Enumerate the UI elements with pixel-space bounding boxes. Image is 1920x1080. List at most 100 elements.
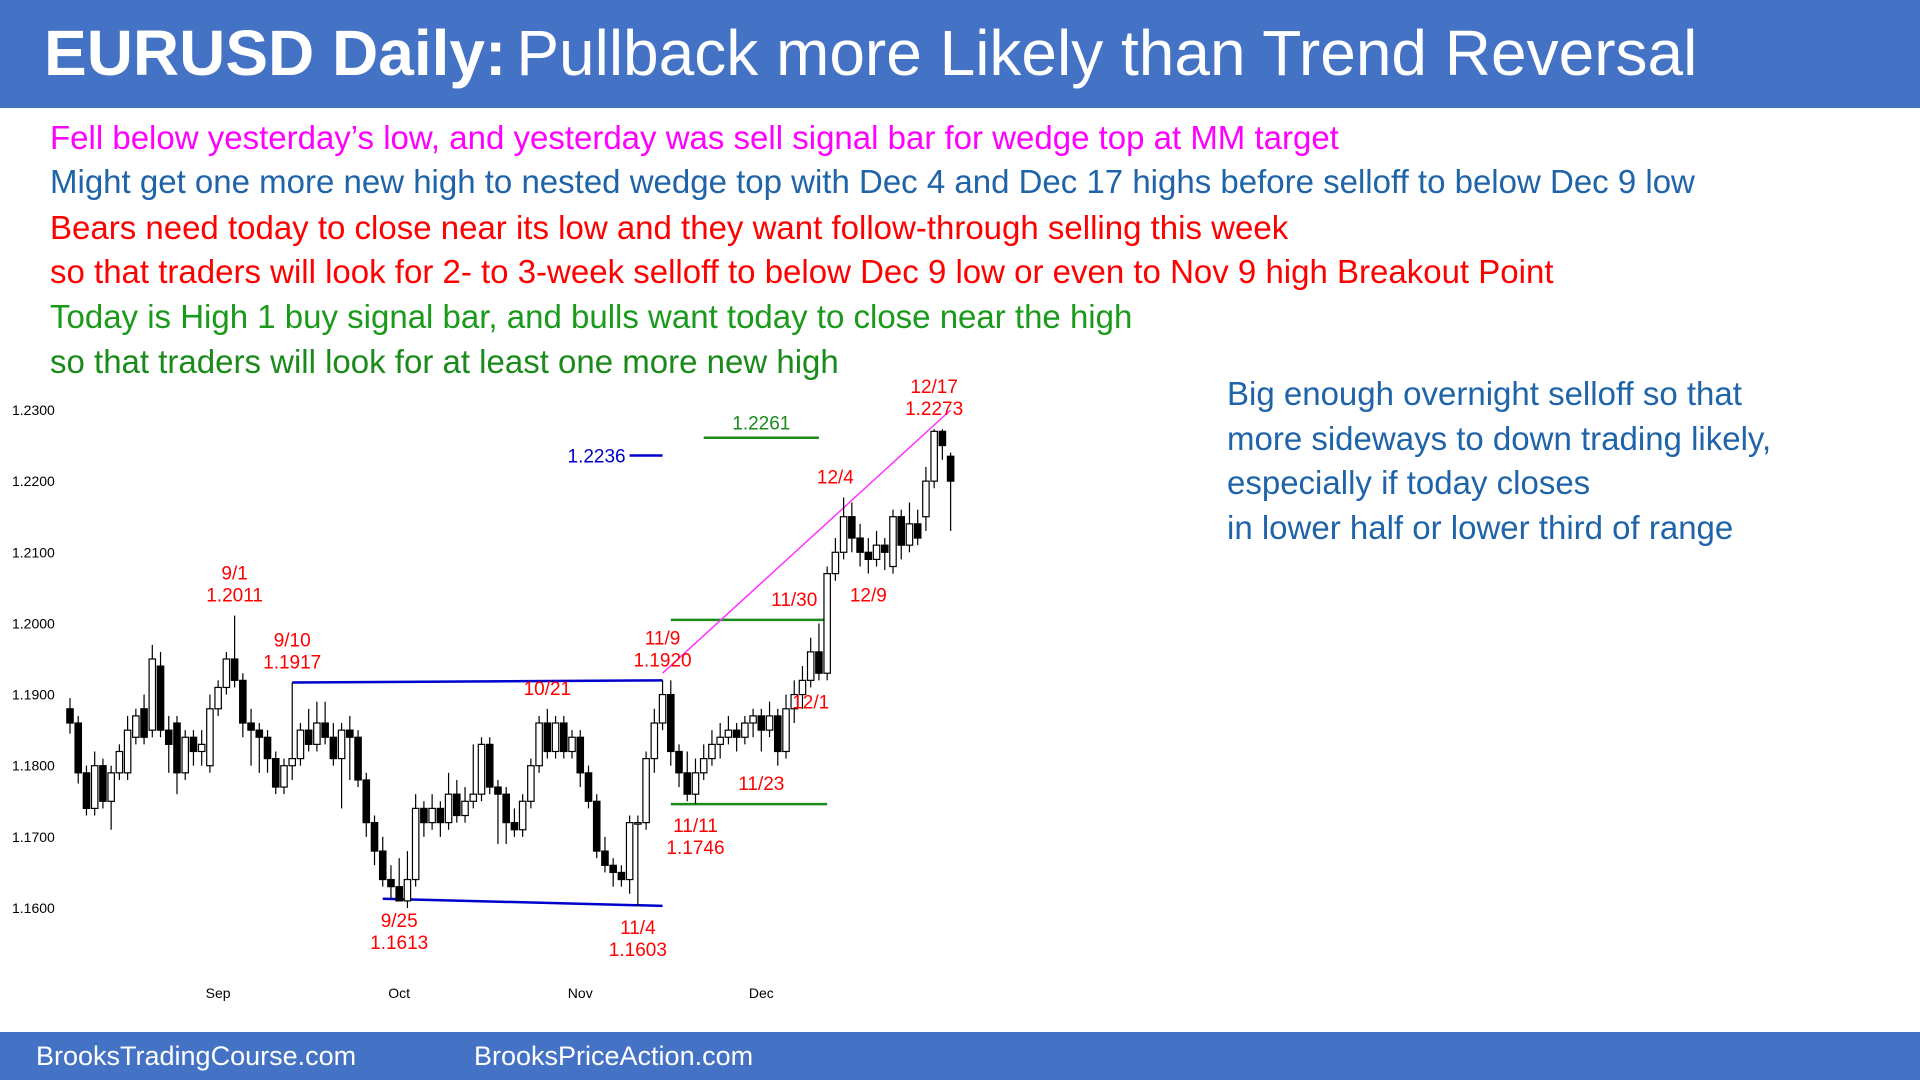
swing-point-label: 12/17: [910, 377, 958, 398]
bull-candle: [905, 523, 914, 546]
swing-point-label: 11/11: [673, 816, 718, 837]
swing-point-label: 11/4: [620, 918, 656, 939]
bull-candle: [568, 736, 576, 753]
bear-candle: [913, 523, 922, 539]
swing-point-label: 10/21: [524, 679, 572, 700]
bull-candle: [790, 693, 799, 710]
bear-candle: [321, 722, 329, 738]
bear-candle: [773, 715, 782, 753]
bear-candle: [938, 430, 947, 447]
bear-candle: [74, 722, 83, 774]
bear-candle: [576, 736, 585, 774]
bear-candle: [362, 779, 371, 824]
swing-point-label: 9/1: [221, 564, 247, 585]
swing-point-label: 1.1603: [609, 940, 667, 961]
bear-candle: [666, 693, 675, 753]
bull-candle: [296, 729, 305, 760]
bull-candle: [823, 573, 831, 674]
bull-candle: [518, 800, 527, 831]
bull-candle: [206, 708, 214, 767]
bull-candle: [123, 729, 132, 774]
swing-point-label: 1.2011: [206, 586, 263, 607]
bull-candle: [930, 430, 938, 482]
bull-candle: [197, 743, 206, 753]
side-note-line: more sideways to down trading likely,: [1227, 419, 1772, 457]
swing-point-label: 12/1: [792, 692, 829, 713]
note-line: so that traders will look for 2- to 3-we…: [50, 253, 1554, 290]
bear-candle: [675, 750, 683, 774]
side-note-line: especially if today closes: [1227, 464, 1591, 501]
swing-point-label: 1.2273: [905, 399, 963, 420]
bear-candle: [329, 736, 338, 760]
footer-link-price-action[interactable]: BrooksPriceAction.com: [474, 1041, 754, 1071]
bull-candle: [798, 679, 807, 696]
bear-candle: [370, 822, 379, 852]
bear-candle: [946, 455, 955, 482]
bull-candle: [313, 722, 321, 745]
bear-candle: [247, 722, 255, 731]
bull-candle: [634, 822, 642, 825]
bull-candle: [831, 551, 840, 575]
bull-candle: [699, 757, 708, 774]
bear-candle: [815, 651, 823, 674]
bear-candle: [378, 850, 387, 881]
bull-candle: [741, 722, 749, 738]
note-line: so that traders will look for at least o…: [50, 343, 839, 380]
bull-candle: [806, 651, 815, 681]
swing-point-label: 12/9: [850, 586, 887, 607]
bear-candle: [230, 658, 239, 681]
bull-candle: [658, 693, 667, 724]
candlestick-chart: 1.2300 1.2200 1.2100 1.2000 1.1900 1.1800 1.17…: [12, 377, 963, 1001]
bear-candle: [164, 729, 173, 745]
bear-candle: [683, 772, 692, 795]
bear-candle: [420, 807, 428, 824]
bear-candle: [732, 729, 741, 738]
bull-candle: [337, 729, 346, 760]
bull-candle: [403, 878, 412, 902]
bear-candle: [189, 736, 198, 753]
y-tick-label: 1.1900: [12, 687, 55, 703]
bear-candle: [453, 793, 461, 817]
y-tick-label: 1.2300: [12, 402, 55, 418]
bull-candle: [148, 658, 157, 731]
side-note-line: in lower half or lower third of range: [1227, 508, 1734, 546]
y-tick-label: 1.1800: [12, 758, 55, 774]
bear-candle: [263, 736, 272, 760]
x-tick-label: Dec: [749, 985, 774, 1001]
footer-link-trading-course[interactable]: BrooksTradingCourse.com: [36, 1041, 357, 1071]
bear-candle: [395, 886, 404, 902]
x-tick-label: Sep: [206, 985, 231, 1001]
range-line: [382, 897, 663, 908]
bull-candle: [444, 793, 453, 824]
bull-candle: [461, 800, 469, 817]
bear-candle: [255, 729, 264, 738]
bear-candle: [387, 878, 395, 888]
bull-candle: [428, 807, 436, 824]
bear-candle: [494, 786, 502, 795]
bear-candle: [609, 864, 617, 874]
bear-candle: [848, 516, 856, 539]
bull-candle: [181, 736, 190, 774]
bull-candle: [889, 516, 897, 568]
bull-candle: [288, 757, 297, 767]
y-tick-label: 1.2200: [12, 473, 55, 489]
bull-candle: [708, 743, 716, 760]
swing-point-label: 11/9: [645, 628, 681, 649]
bull-candle: [839, 516, 848, 553]
swing-point-label: 1.1613: [370, 933, 428, 954]
swing-point-label: 12/4: [817, 468, 854, 489]
title-bar: EURUSD Daily: Pullback more Likely than T…: [0, 0, 1920, 108]
bear-candle: [584, 772, 593, 802]
bear-candle: [346, 729, 354, 738]
bear-candle: [601, 850, 609, 866]
bull-candle: [527, 765, 535, 802]
page-title: EURUSD Daily: Pullback more Likely than T…: [44, 14, 1697, 92]
bear-candle: [897, 516, 906, 546]
bear-candle: [156, 665, 165, 731]
title-bold: EURUSD Daily:: [44, 17, 507, 89]
bear-candle: [592, 800, 601, 852]
bull-candle: [477, 743, 486, 795]
bear-candle: [239, 679, 247, 724]
title-rest: Pullback more Likely than Trend Reversal: [516, 17, 1698, 89]
bear-candle: [502, 793, 510, 824]
